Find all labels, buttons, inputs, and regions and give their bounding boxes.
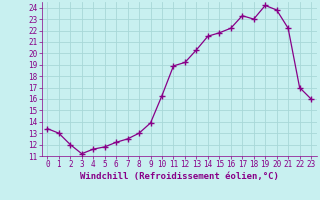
X-axis label: Windchill (Refroidissement éolien,°C): Windchill (Refroidissement éolien,°C) [80,172,279,181]
